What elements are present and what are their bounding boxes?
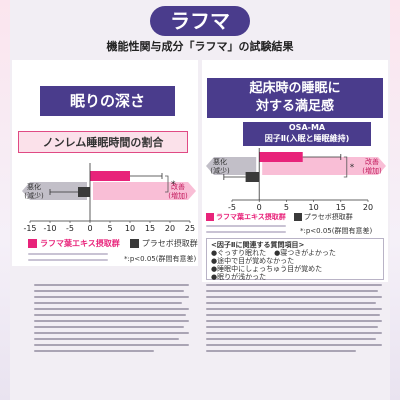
x-tick-label: 25 <box>185 224 195 233</box>
x-tick-label: 10 <box>125 224 135 233</box>
x-tick-label: 20 <box>165 224 175 233</box>
improve-label-sub: (増加) <box>362 166 382 175</box>
right-chart: 悪化(減少) 改善(増加) * -5 0 5 10 15 20 <box>206 148 386 212</box>
x-tick-label: 20 <box>363 203 373 212</box>
left-legend: ラフマ葉エキス摂取群 プラセボ摂取群 *:p<0.05(群間有意差) <box>28 238 198 266</box>
factor-item: ●睡眠中にしょっちゅう目が覚めた <box>211 265 323 273</box>
significance-star: * <box>350 163 355 173</box>
right-chart-heading-line-2: 因子Ⅱ(入眠と睡眠維持) <box>264 134 350 143</box>
legend-rafuma-swatch-right <box>206 213 214 221</box>
x-tick-label: 15 <box>145 224 155 233</box>
significance-star: * <box>171 180 176 190</box>
worsen-label: 悪化 <box>213 157 227 166</box>
right-chart-heading-line-1: OSA-MA <box>288 123 326 132</box>
x-tick-label: -15 <box>23 224 36 233</box>
right-decoration <box>390 0 400 400</box>
x-tick-label: -10 <box>43 224 56 233</box>
legend-rafuma-label-right: ラフマ葉エキス摂取群 <box>216 213 286 221</box>
left-footnote-text <box>34 284 194 396</box>
left-panel-heading: 眠りの深さ <box>40 86 175 116</box>
improve-label-sub: (増加) <box>168 191 188 200</box>
x-tick-label: 5 <box>284 203 289 212</box>
legend-placebo-swatch <box>129 239 139 248</box>
right-footnote-text <box>206 284 386 396</box>
right-panel-heading: 起床時の睡眠に 対する満足感 <box>207 78 383 118</box>
x-tick-label: 5 <box>107 224 112 233</box>
worsen-arrow <box>22 182 87 200</box>
right-heading-line-1: 起床時の睡眠に <box>249 81 341 96</box>
significance-note-right: *:p<0.05(群間有意差) <box>300 227 373 235</box>
factor-box: <因子Ⅱに関連する質問項目> ●ぐっすり眠れた ●寝つきがよかった ●途中で目が… <box>206 238 384 281</box>
legend-placebo-swatch-right <box>293 213 302 221</box>
bar-placebo <box>245 172 260 182</box>
factor-item: ●途中で目が覚めなかった <box>211 257 295 265</box>
legend-small-print-right <box>206 225 296 237</box>
right-heading-line-2: 対する満足感 <box>255 99 334 114</box>
x-tick-label: -5 <box>66 224 74 233</box>
factor-item: ●寝つきがよかった <box>274 249 336 257</box>
worsen-arrow <box>206 157 257 175</box>
legend-placebo-label-right: プラセボ摂取群 <box>303 213 353 221</box>
factor-title: <因子Ⅱに関連する質問項目> <box>211 241 305 249</box>
legend-small-print <box>28 253 118 265</box>
worsen-label: 悪化 <box>27 182 41 191</box>
significance-bracket <box>165 175 169 193</box>
factor-item: ●ぐっすり眠れた <box>211 249 267 257</box>
left-chart: 悪化(減少) 改善(増加)* -15 -10 -5 0 5 10 15 20 25 <box>22 163 196 233</box>
significance-bracket <box>343 156 348 178</box>
page-subtitle: 機能性関与成分「ラフマ」の試験結果 <box>106 40 294 53</box>
left-chart-heading: ノンレム睡眠時間の割合 <box>18 131 188 153</box>
x-tick-label: 0 <box>87 224 92 233</box>
bar-rafuma <box>259 152 303 162</box>
title-badge: ラフマ <box>150 6 250 36</box>
worsen-label-sub: (減少) <box>24 191 44 200</box>
significance-note: *:p<0.05(群間有意差) <box>124 255 197 263</box>
factor-item: ●眠りが浅かった <box>211 273 267 281</box>
legend-rafuma-label: ラフマ葉エキス摂取群 <box>40 239 120 248</box>
bar-placebo <box>78 187 90 197</box>
x-tick-label: 15 <box>336 203 346 212</box>
legend-rafuma-swatch <box>28 239 37 248</box>
improve-label: 改善 <box>365 157 379 166</box>
x-tick-label: 0 <box>257 203 262 212</box>
bar-rafuma <box>90 171 130 181</box>
worsen-label-sub: (減少) <box>210 166 230 175</box>
x-tick-label: -5 <box>228 203 236 212</box>
improve-label: 改善 <box>171 182 185 191</box>
improve-arrow <box>93 182 196 200</box>
right-legend: ラフマ葉エキス摂取群 プラセボ摂取群 *:p<0.05(群間有意差) <box>206 212 386 237</box>
right-chart-heading: OSA-MA 因子Ⅱ(入眠と睡眠維持) <box>243 122 371 146</box>
legend-placebo-label: プラセボ摂取群 <box>141 239 198 248</box>
x-tick-label: 10 <box>309 203 319 212</box>
left-decoration <box>0 0 10 400</box>
